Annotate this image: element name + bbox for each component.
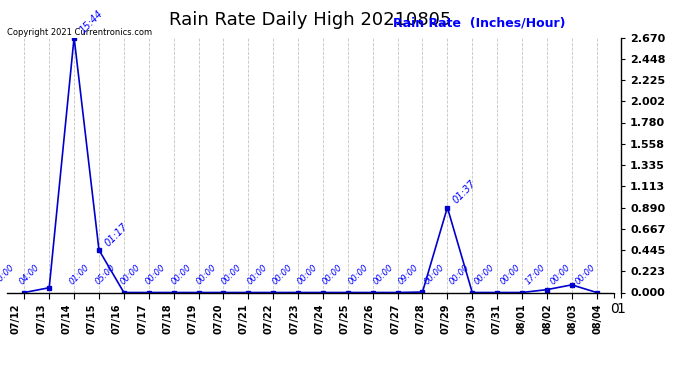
Text: 07/18: 07/18 [163, 304, 172, 334]
Text: 07/20: 07/20 [213, 304, 223, 334]
Text: 04:00: 04:00 [17, 263, 41, 287]
Text: Copyright 2021 Currentronics.com: Copyright 2021 Currentronics.com [7, 28, 152, 37]
Text: 17:00: 17:00 [524, 263, 547, 287]
Text: 00:00: 00:00 [473, 263, 497, 287]
Text: 00:00: 00:00 [270, 263, 294, 287]
Text: Rain Rate  (Inches/Hour): Rain Rate (Inches/Hour) [393, 17, 566, 30]
Text: 08/03: 08/03 [567, 304, 578, 334]
Text: 08/01: 08/01 [517, 304, 526, 334]
Text: 07/30: 07/30 [466, 304, 476, 334]
Text: 00:00: 00:00 [346, 263, 370, 287]
Text: 07/19: 07/19 [188, 304, 198, 334]
Text: 07/25: 07/25 [339, 304, 350, 334]
Text: 09:00: 09:00 [397, 263, 421, 287]
Text: 07/22: 07/22 [264, 304, 274, 334]
Text: 00:00: 00:00 [144, 263, 168, 287]
Text: 00:00: 00:00 [296, 263, 319, 287]
Text: 01:17: 01:17 [102, 221, 130, 248]
Text: 07/14: 07/14 [61, 304, 71, 334]
Text: 07/26: 07/26 [365, 304, 375, 334]
Text: 00:00: 00:00 [422, 263, 446, 287]
Text: 00:00: 00:00 [321, 263, 344, 287]
Text: 00:00: 00:00 [498, 263, 522, 287]
Text: 08/02: 08/02 [542, 304, 552, 334]
Text: 07/16: 07/16 [112, 304, 122, 334]
Text: Rain Rate Daily High 20210805: Rain Rate Daily High 20210805 [169, 11, 452, 29]
Text: 00:00: 00:00 [119, 263, 142, 287]
Text: 01:00: 01:00 [68, 263, 92, 287]
Text: 07/23: 07/23 [289, 304, 299, 334]
Text: 15:44: 15:44 [77, 9, 105, 36]
Text: 07/13: 07/13 [36, 304, 46, 334]
Text: 00:00: 00:00 [169, 263, 193, 287]
Text: 00:00: 00:00 [245, 263, 269, 287]
Text: 07/17: 07/17 [137, 304, 147, 334]
Text: 01:37: 01:37 [451, 178, 478, 206]
Text: 00:00: 00:00 [195, 263, 218, 287]
Text: 00:00: 00:00 [372, 263, 395, 287]
Text: 07/24: 07/24 [315, 304, 324, 334]
Text: 00:00: 00:00 [574, 263, 598, 287]
Text: 00:00: 00:00 [549, 263, 573, 287]
Text: 07/21: 07/21 [239, 304, 248, 334]
Text: 07/28: 07/28 [415, 304, 426, 334]
Text: 07/31: 07/31 [491, 304, 502, 334]
Text: 00:00: 00:00 [448, 263, 471, 287]
Text: 05:00: 05:00 [93, 263, 117, 287]
Text: 00:00: 00:00 [220, 263, 244, 287]
Text: 08/04: 08/04 [593, 304, 602, 334]
Text: 07/12: 07/12 [11, 304, 21, 334]
Text: 07/15: 07/15 [87, 304, 97, 334]
Text: 07/29: 07/29 [441, 304, 451, 334]
Text: 07/27: 07/27 [391, 304, 400, 334]
Text: 00:00: 00:00 [0, 263, 16, 287]
